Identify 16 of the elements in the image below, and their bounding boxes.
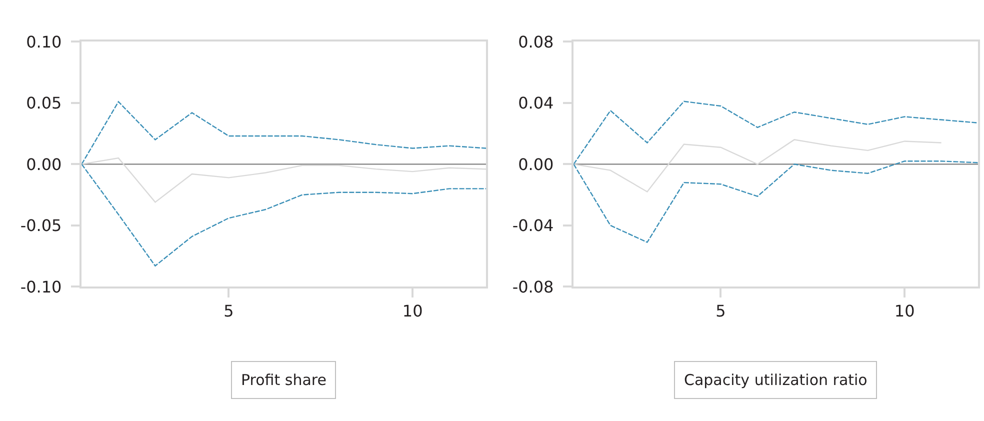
x-axis-title: Capacity utilization ratio bbox=[684, 371, 868, 389]
y-tick-label: -0.05 bbox=[20, 216, 62, 236]
y-tick-label: 0.05 bbox=[26, 94, 62, 113]
y-tick-label: -0.10 bbox=[20, 277, 62, 296]
x-tick-label: 10 bbox=[894, 302, 915, 321]
y-tick-label: 0.00 bbox=[518, 154, 554, 174]
x-axis-title: Profit share bbox=[241, 371, 326, 389]
y-tick-label: -0.04 bbox=[512, 216, 554, 236]
y-tick-label: 0.04 bbox=[518, 94, 554, 113]
y-tick-label: 0.10 bbox=[26, 32, 62, 52]
x-tick-label: 5 bbox=[224, 302, 234, 321]
x-tick-label: 5 bbox=[716, 302, 726, 321]
y-tick-label: 0.00 bbox=[26, 154, 62, 174]
x-tick-label: 10 bbox=[402, 302, 423, 321]
y-tick-label: 0.08 bbox=[518, 32, 554, 52]
y-tick-label: -0.08 bbox=[512, 277, 554, 296]
